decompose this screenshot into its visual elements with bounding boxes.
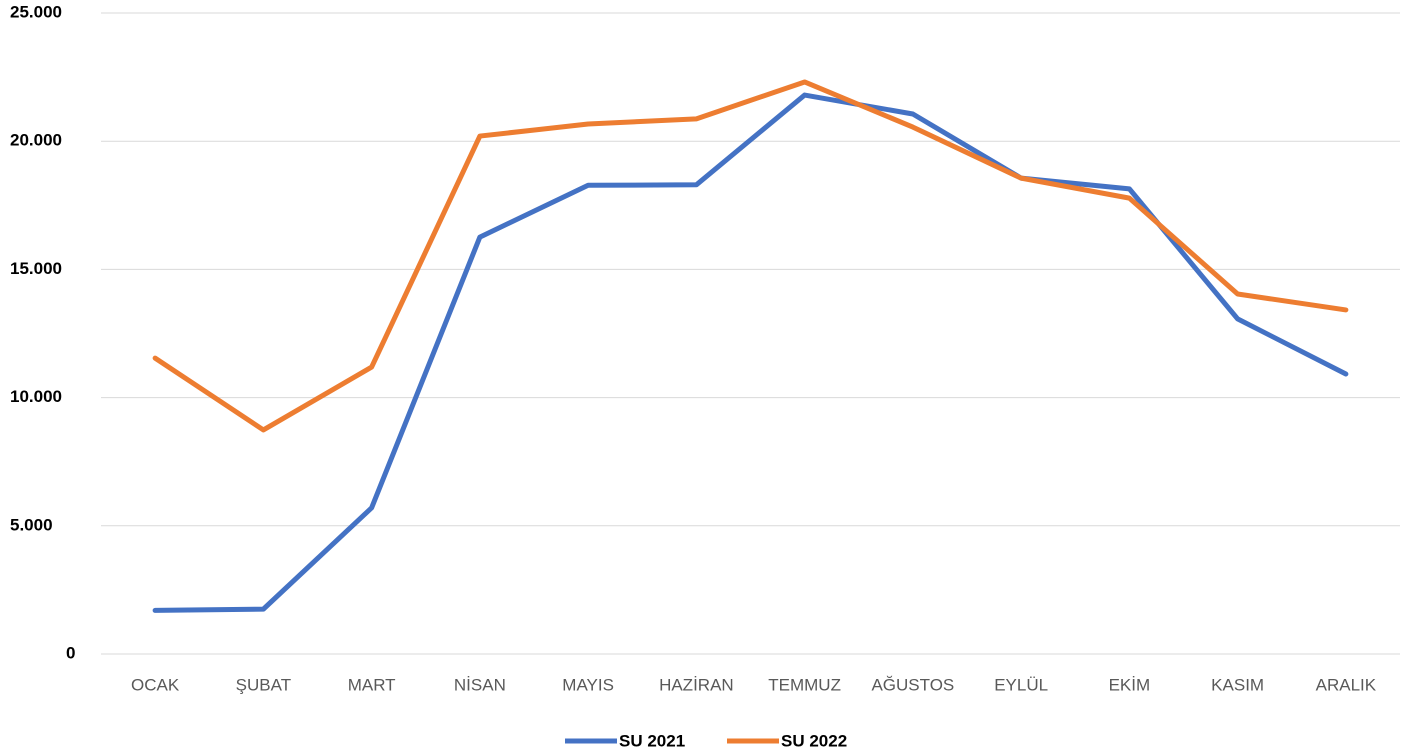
x-tick-label: MAYIS xyxy=(562,675,614,694)
y-tick-label: 20.000 xyxy=(10,131,62,150)
x-tick-label: EKİM xyxy=(1109,675,1151,694)
x-tick-label: ŞUBAT xyxy=(236,675,291,694)
x-tick-label: ARALIK xyxy=(1316,675,1377,694)
y-tick-label: 5.000 xyxy=(10,515,53,534)
x-tick-label: KASIM xyxy=(1211,675,1264,694)
legend-label: SU 2021 xyxy=(619,731,685,750)
x-tick-label: AĞUSTOS xyxy=(871,675,954,694)
legend-label: SU 2022 xyxy=(781,731,847,750)
y-tick-label: 15.000 xyxy=(10,259,62,278)
x-tick-label: MART xyxy=(348,675,396,694)
x-tick-label: HAZİRAN xyxy=(659,675,734,694)
x-tick-label: OCAK xyxy=(131,675,180,694)
y-tick-label: 10.000 xyxy=(10,387,62,406)
y-tick-label: 25.000 xyxy=(10,2,62,21)
y-tick-label: 0 xyxy=(66,643,75,662)
x-tick-label: NİSAN xyxy=(454,675,506,694)
line xyxy=(152,79,1349,433)
line xyxy=(152,92,1349,613)
x-tick-label: TEMMUZ xyxy=(768,675,841,694)
x-tick-label: EYLÜL xyxy=(994,675,1048,694)
